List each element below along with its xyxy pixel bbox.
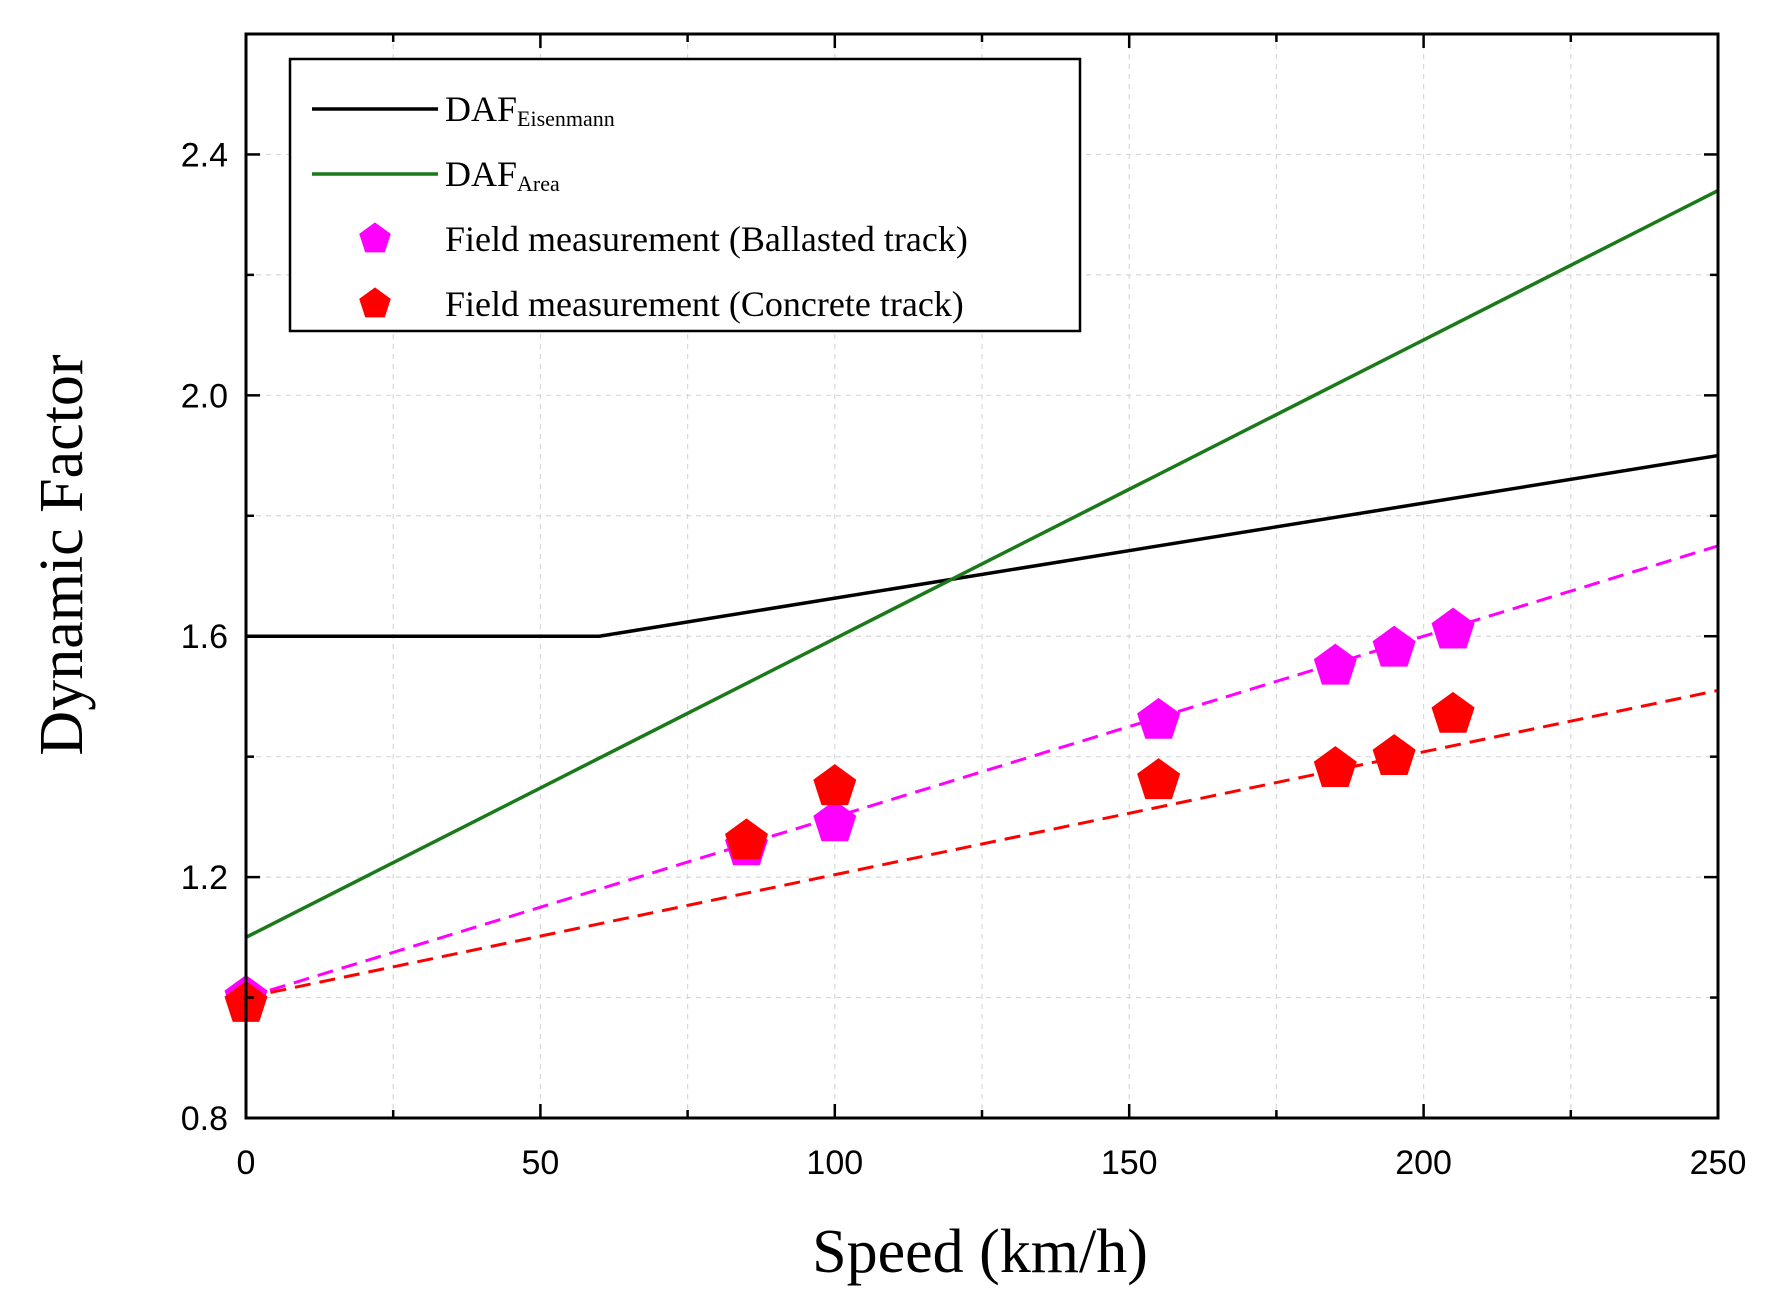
data-point-ballasted: [1313, 643, 1357, 685]
x-tick-label: 50: [521, 1144, 559, 1182]
x-tick-label: 150: [1101, 1144, 1158, 1182]
data-point-ballasted: [1372, 625, 1416, 667]
trendline-ballasted: [245, 544, 1719, 999]
data-point-concrete: [1431, 691, 1475, 733]
x-tick-label: 0: [237, 1144, 256, 1182]
legend-subscript: Eisenmann: [517, 106, 615, 131]
legend-label-ballasted: Field measurement (Ballasted track): [445, 219, 968, 259]
series-layer: [245, 189, 1719, 1000]
y-tick-label: 2.4: [181, 136, 228, 174]
series-line-daf-area: [245, 189, 1719, 939]
y-tick-label: 1.2: [181, 859, 228, 897]
data-point-ballasted: [1137, 697, 1181, 739]
trendline-concrete: [245, 688, 1719, 1000]
legend-label-daf-area: DAFArea: [445, 154, 560, 196]
y-tick-label: 2.0: [181, 377, 228, 415]
y-tick-label: 0.8: [181, 1100, 228, 1138]
legend-subscript: Area: [517, 171, 560, 196]
legend-marker-ballasted: [359, 222, 391, 253]
legend-marker-concrete: [359, 287, 391, 318]
data-point-ballasted: [1431, 607, 1475, 649]
series-line-daf-eisenmann: [246, 453, 1719, 638]
legend-box: [288, 57, 1082, 333]
x-axis-title: Speed (km/h): [812, 1218, 1148, 1286]
data-point-concrete: [813, 764, 857, 806]
x-tick-label: 100: [806, 1144, 863, 1182]
data-point-concrete: [1137, 758, 1181, 800]
y-tick-label: 1.6: [181, 618, 228, 656]
x-tick-label: 200: [1395, 1144, 1452, 1182]
x-tick-label: 250: [1690, 1144, 1747, 1182]
data-point-concrete: [725, 818, 768, 860]
legend-label-concrete: Field measurement (Concrete track): [445, 284, 964, 324]
data-point-concrete: [1372, 734, 1416, 775]
data-point-ballasted: [813, 800, 857, 842]
y-axis-title: Dynamic Factor: [28, 354, 96, 756]
axes-layer: 0 50 100 150 200 250 0.8 1.2 1.6 2.0 2.4: [181, 32, 1747, 1182]
data-point-concrete: [1313, 746, 1357, 787]
marker-layer: [224, 607, 1475, 1022]
